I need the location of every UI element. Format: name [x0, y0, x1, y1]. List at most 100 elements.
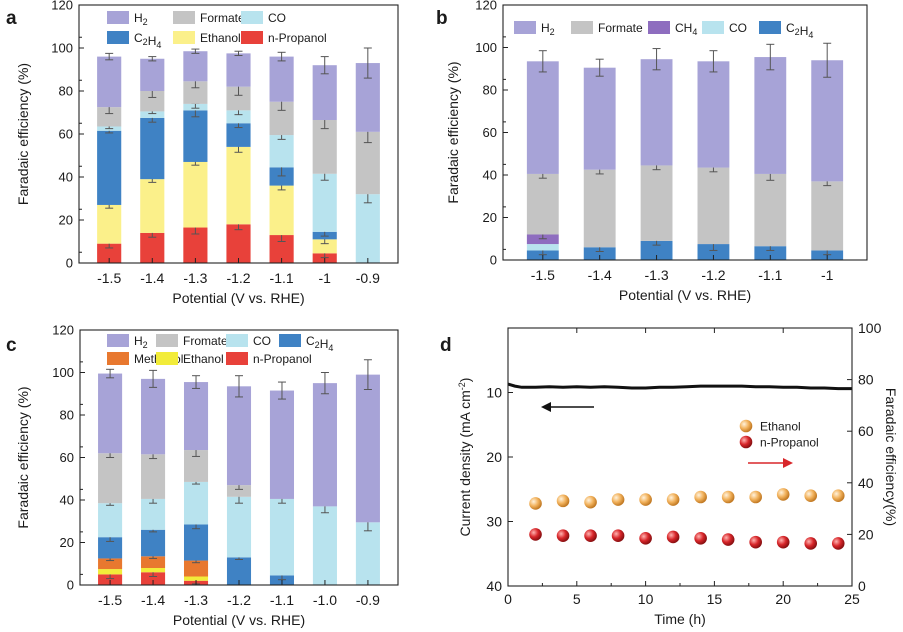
legend-swatch: [648, 21, 670, 34]
bar-segment: [98, 537, 123, 559]
y-tick-label: 20: [59, 213, 73, 228]
x-tick-label: 0: [504, 591, 512, 607]
y-axis-label: Faradaic efficiency (%): [445, 61, 461, 203]
x-tick-label: -1.1: [758, 267, 782, 283]
bar-segment: [526, 61, 559, 174]
legend-swatch: [156, 352, 178, 365]
bar-segment: [269, 498, 295, 576]
legend-label: Formate: [200, 11, 245, 25]
bar-segment: [141, 454, 166, 499]
legend-label: Ethanol: [760, 420, 801, 434]
panel-label: d: [440, 335, 452, 356]
panel-c: c 0 20 40 60 80 100 120 -1.5 -1.4 -1.3 -1.2 -1.1 -1.0…: [6, 323, 399, 628]
x-tick-label: 5: [573, 591, 581, 607]
bar-segment: [98, 503, 123, 538]
data-point: [666, 530, 680, 544]
plot-frame: [502, 4, 868, 261]
bar-segment: [141, 498, 166, 530]
legend-label: C2H4: [306, 334, 333, 353]
legend-label: Formate: [598, 21, 643, 35]
data-point: [694, 531, 707, 545]
y-tick-label: 120: [51, 0, 73, 13]
y-tick-label: 20: [60, 535, 74, 550]
data-point: [529, 528, 542, 541]
bar-segment: [98, 558, 123, 570]
data-point: [721, 490, 735, 504]
legend-swatch: [107, 352, 129, 365]
x-axis-label: Potential (V vs. RHE): [619, 287, 751, 303]
data-point: [584, 495, 597, 509]
x-tick-label: -1.1: [270, 592, 294, 608]
bar-segment: [697, 61, 730, 168]
bar-segment: [97, 243, 122, 263]
y-axis-label-right: Faradaic efficiency(%): [883, 388, 899, 526]
legend-label: n-Propanol: [268, 31, 327, 45]
bar-segment: [355, 374, 380, 523]
x-tick-label: 25: [844, 591, 860, 607]
legend-swatch: [226, 352, 248, 365]
legend-label: C2H4: [134, 31, 161, 50]
legend-label: Ethanol: [183, 352, 224, 366]
legend-swatch: [107, 31, 129, 44]
bar-segment: [640, 59, 673, 166]
data-point: [556, 529, 570, 542]
data-point: [694, 490, 707, 504]
x-tick-label: 10: [638, 591, 654, 607]
legend-label: H2: [134, 334, 148, 350]
bar-segment: [140, 91, 165, 112]
plot-frame: [507, 327, 853, 587]
legend-swatch: [156, 334, 178, 347]
y-tick-label: 60: [59, 127, 73, 142]
x-axis-label: Potential (V vs. RHE): [172, 290, 304, 306]
legend-label: C2H4: [786, 21, 813, 40]
y-tick-label: 40: [483, 168, 497, 183]
data-point: [776, 535, 790, 549]
bar-segment: [140, 111, 165, 118]
y-tick-label: 120: [475, 0, 497, 13]
legend-marker: [739, 419, 753, 433]
bar-segment: [97, 56, 122, 108]
y-tick-label-right: 40: [858, 475, 874, 491]
legend-swatch: [107, 11, 129, 24]
x-tick-label: -1.0: [313, 592, 337, 608]
bar-segment: [226, 146, 251, 225]
data-point: [749, 535, 762, 549]
x-tick-label: 20: [775, 591, 791, 607]
bar-segment: [226, 496, 252, 558]
y-tick-label: 40: [59, 170, 73, 185]
x-tick-label: -0.9: [356, 592, 380, 608]
data-point: [529, 497, 542, 510]
data-point: [611, 529, 625, 542]
bar-segment: [312, 173, 337, 232]
x-tick-label: -1: [821, 267, 834, 283]
bar-segment: [183, 110, 208, 162]
y-tick-label: 40: [60, 493, 74, 508]
legend-label: n-Propanol: [760, 436, 819, 450]
bar-segment: [183, 481, 209, 525]
x-tick-label: -1.4: [140, 270, 164, 286]
legend-label: CH4: [675, 21, 697, 37]
legend-label: CO: [253, 334, 271, 348]
bar-segment: [226, 485, 252, 497]
y-axis-label: Current density (mA cm-2): [457, 378, 473, 537]
legend-swatch: [702, 21, 724, 34]
x-tick-label: -1.5: [531, 267, 555, 283]
bar-segment: [98, 373, 123, 454]
bar-segment: [183, 51, 208, 82]
x-axis-label: Potential (V vs. RHE): [173, 612, 305, 628]
data-point: [749, 490, 762, 504]
y-tick-label-right: 60: [858, 423, 874, 439]
bar-segment: [355, 522, 380, 585]
bar-segment: [355, 194, 380, 263]
bar-segment: [183, 576, 209, 581]
arrow-left-head: [541, 402, 551, 412]
bar-segment: [269, 390, 295, 499]
bar-segment: [141, 556, 166, 568]
panel-a: a 0 20 40 60 80 100 120 -1.5 -1.4 -1.3 -1.2 -1.1 -1 -0…: [6, 0, 399, 306]
y-tick-label: 60: [60, 450, 74, 465]
bar-segment: [312, 239, 337, 254]
bar-segment: [640, 240, 673, 260]
y-tick-label: 80: [483, 83, 497, 98]
data-point: [584, 529, 597, 542]
